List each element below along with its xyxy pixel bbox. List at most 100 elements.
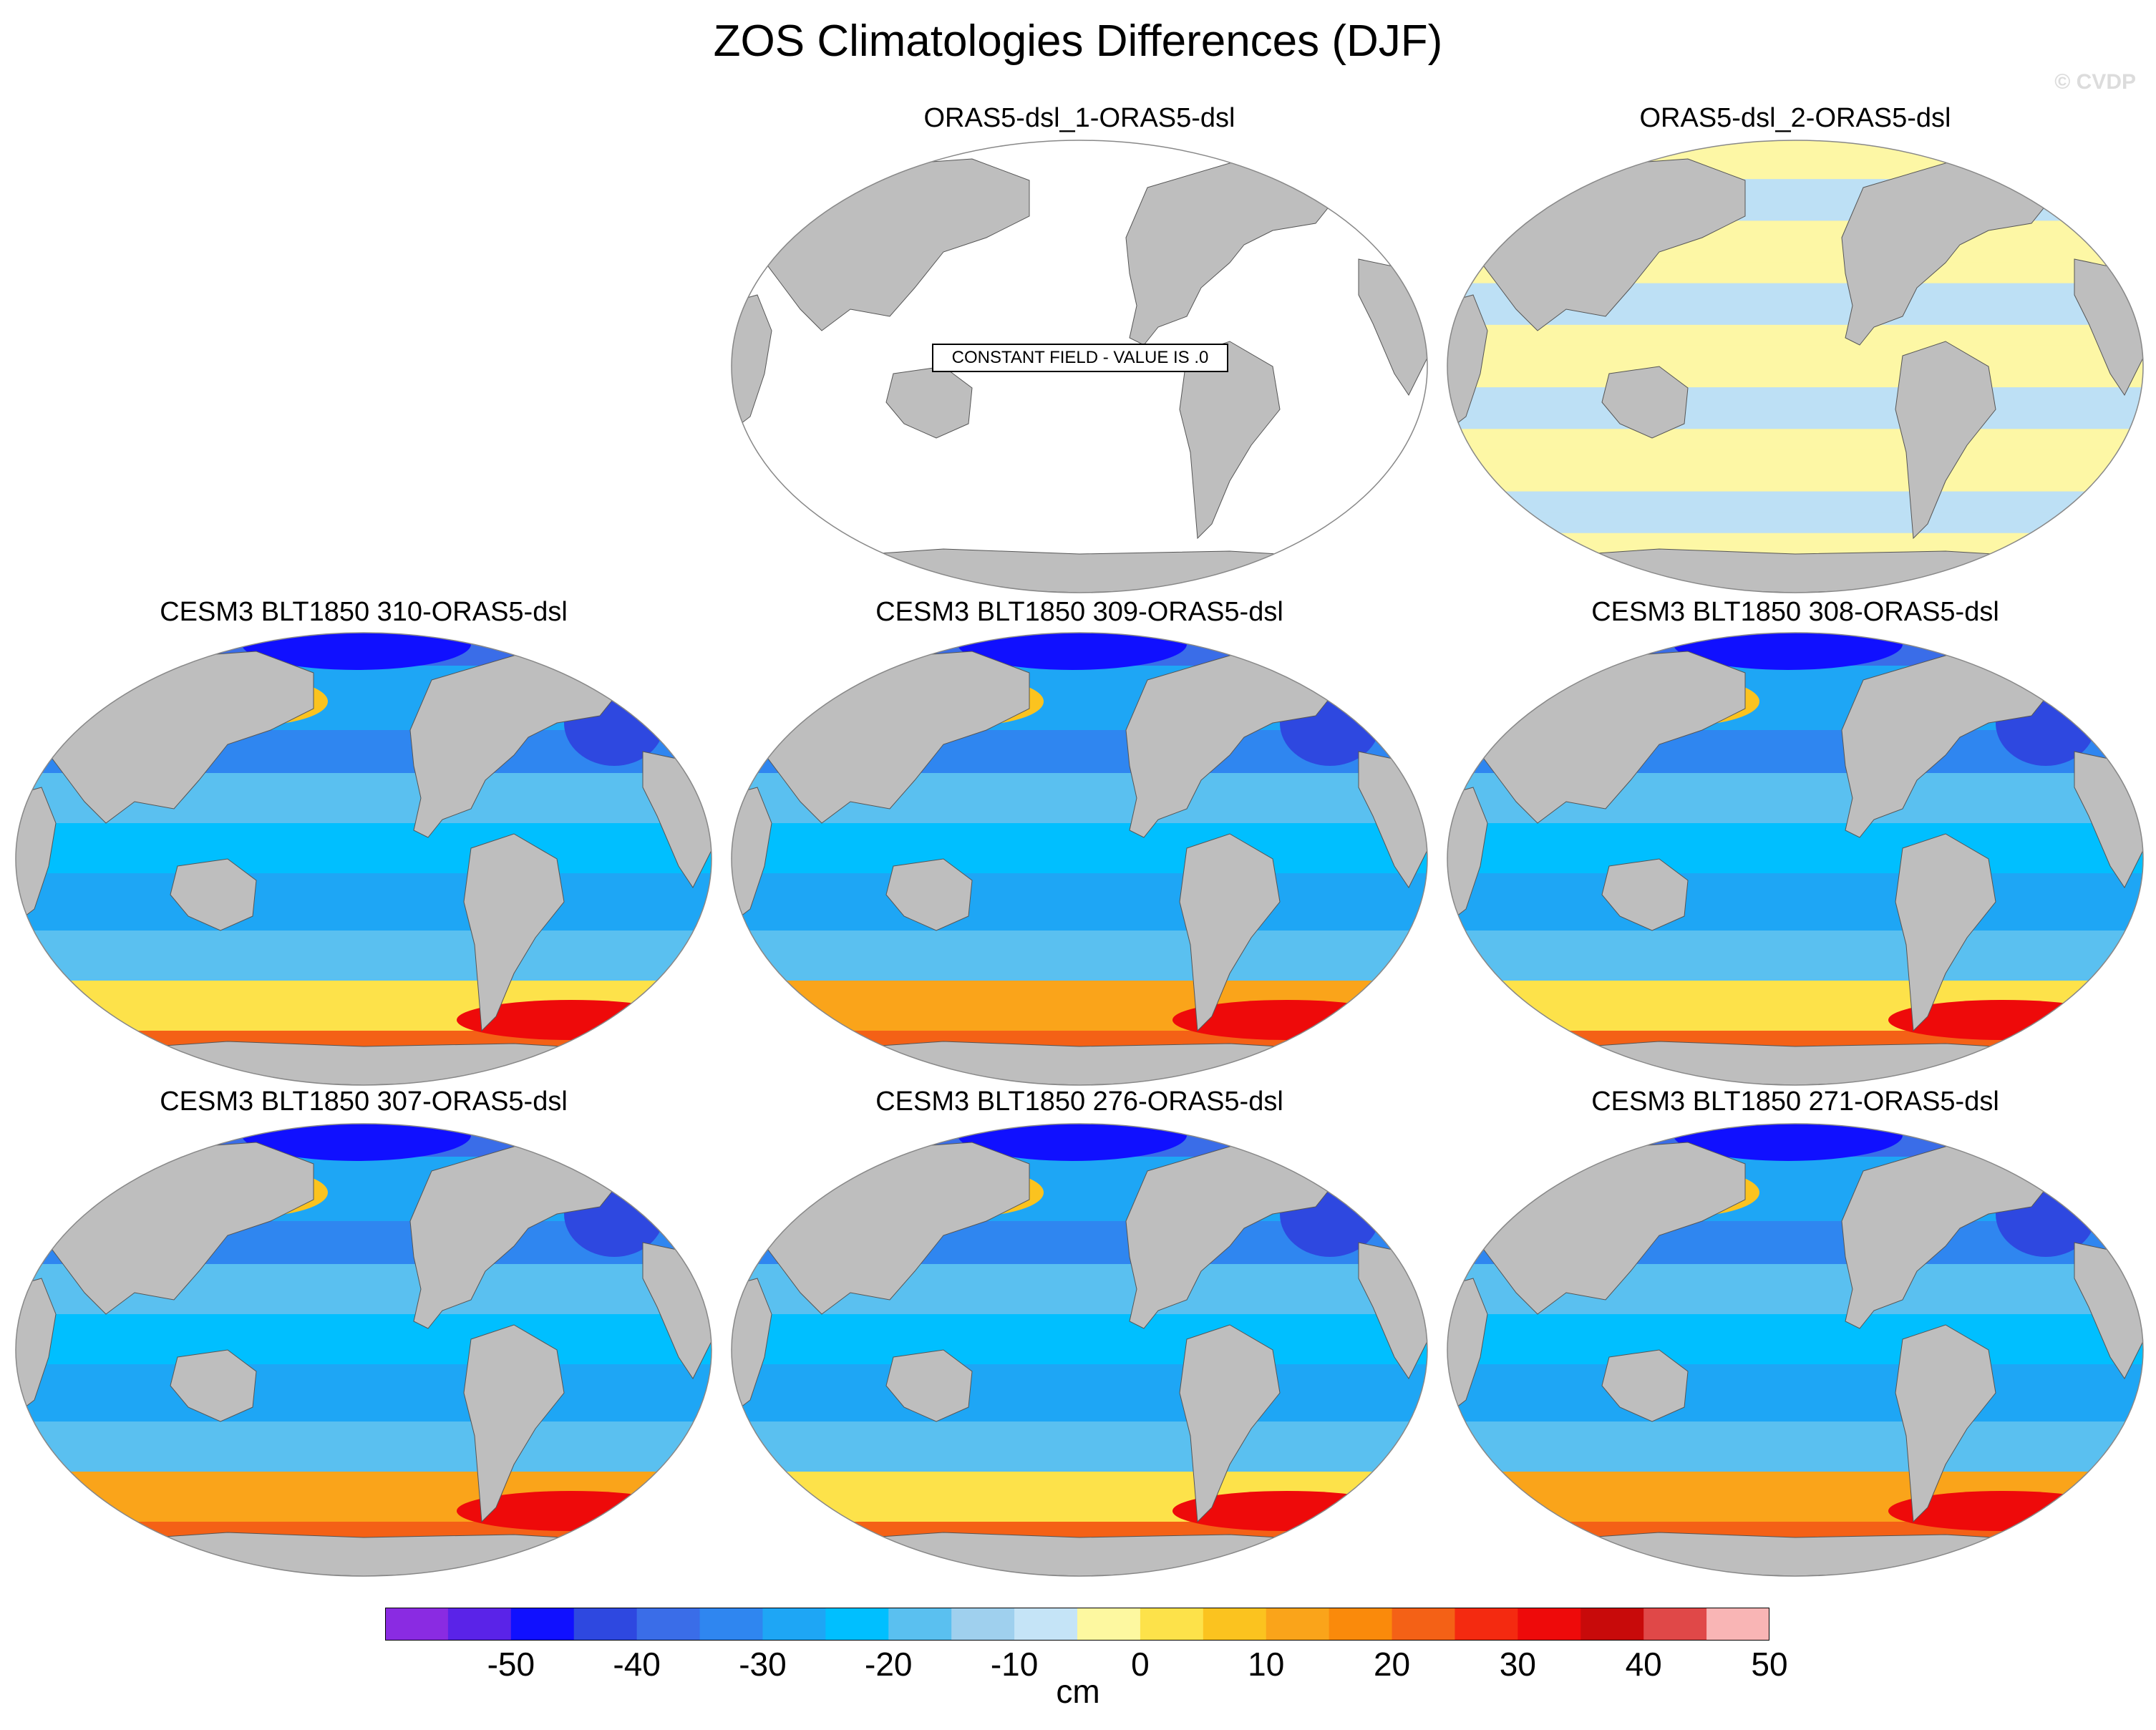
- greenland-land: [1279, 640, 1345, 681]
- map-boundary: [731, 1123, 1428, 1577]
- australia-land: [885, 1349, 973, 1422]
- colorbar-tick-label: -10: [990, 1646, 1039, 1683]
- ocean-p2-band-1: [1447, 158, 2143, 180]
- panel-title-p6: CESM3 BLT1850 307-ORAS5-dsl: [160, 1087, 568, 1117]
- colorbar-swatch-8: [888, 1608, 952, 1641]
- ocean-p2-band-10: [1447, 345, 2143, 367]
- ocean-p2-band-14: [1447, 429, 2143, 451]
- ocean-band-5: [16, 1364, 712, 1422]
- arctic-anomaly: [958, 1124, 1187, 1161]
- africa-land: [16, 787, 57, 925]
- ocean-band-5: [1447, 1364, 2143, 1422]
- greenland-land: [563, 1131, 629, 1172]
- ocean-band-5: [16, 873, 712, 930]
- colorbar-tick-label: 10: [1248, 1646, 1285, 1683]
- ocean-band-6: [16, 1422, 712, 1472]
- greenland-land: [1279, 1131, 1345, 1172]
- south-america-land: [463, 833, 565, 1032]
- arctic-anomaly: [958, 633, 1187, 670]
- colorbar-swatch-0: [385, 1608, 449, 1641]
- arctic-anomaly: [242, 1124, 471, 1161]
- antarctica-land: [785, 1532, 1374, 1576]
- map-panel-p4: [731, 632, 1428, 1086]
- ocean-band-6: [16, 930, 712, 981]
- ocean-p2-band-15: [1447, 449, 2143, 472]
- antarctica-land: [1501, 548, 2089, 593]
- panel-title-p3: CESM3 BLT1850 310-ORAS5-dsl: [160, 597, 568, 627]
- antarctica-land: [785, 548, 1374, 593]
- map-boundary: [1447, 140, 2144, 593]
- colorbar-swatch-19: [1580, 1608, 1644, 1641]
- antarctica-land: [1501, 1041, 2089, 1085]
- ocean-p2-band-16: [1447, 470, 2143, 492]
- greenland-land: [1279, 147, 1345, 188]
- colorbar-swatch-2: [510, 1608, 575, 1641]
- cvdp-watermark: © CVDP: [2054, 70, 2136, 94]
- colorbar-swatch-11: [1077, 1608, 1141, 1641]
- map-boundary: [731, 632, 1428, 1086]
- colorbar-swatch-12: [1140, 1608, 1204, 1641]
- colorbar-swatch-6: [762, 1608, 826, 1641]
- australia-land: [1601, 1349, 1689, 1422]
- ocean-p2-band-13: [1447, 408, 2143, 430]
- ocean-p2-band-11: [1447, 366, 2143, 389]
- ocean-band-6: [1447, 930, 2143, 981]
- colorbar-units: cm: [1056, 1673, 1100, 1710]
- australia-land: [1601, 366, 1689, 439]
- constant-field-label: CONSTANT FIELD - VALUE IS .0: [932, 344, 1228, 372]
- colorbar-swatch-3: [573, 1608, 638, 1641]
- greenland-land: [1995, 147, 2061, 188]
- map-boundary: [731, 140, 1428, 593]
- colorbar-swatch-4: [636, 1608, 701, 1641]
- colorbar-swatch-14: [1266, 1608, 1330, 1641]
- panel-title-p1: ORAS5-dsl_1-ORAS5-dsl: [923, 103, 1235, 133]
- ocean-band-4: [16, 823, 712, 873]
- map-panel-p3: [15, 632, 712, 1086]
- colorbar-tick-label: -50: [487, 1646, 535, 1683]
- ocean-p2-band-12: [1447, 387, 2143, 409]
- ocean-p2-band-2: [1447, 179, 2143, 201]
- map-panel-p7: [731, 1123, 1428, 1577]
- australia-land: [170, 858, 257, 931]
- ocean-p2-band-18: [1447, 512, 2143, 534]
- map-panel-p8: [1447, 1123, 2144, 1577]
- south-america-land: [1895, 341, 1996, 540]
- greenland-land: [563, 640, 629, 681]
- ocean-band-4: [732, 823, 1427, 873]
- colorbar-tick-label: -20: [865, 1646, 913, 1683]
- greenland-land: [1995, 640, 2061, 681]
- africa-land: [1447, 787, 1488, 925]
- ocean-band-4: [1447, 823, 2143, 873]
- ocean-band-6: [732, 930, 1427, 981]
- arctic-anomaly: [242, 633, 471, 670]
- colorbar-swatch-17: [1455, 1608, 1518, 1641]
- colorbar-swatch-1: [447, 1608, 512, 1641]
- south-america-land: [1179, 1324, 1281, 1523]
- colorbar-swatch-16: [1392, 1608, 1455, 1641]
- panel-title-p8: CESM3 BLT1850 271-ORAS5-dsl: [1591, 1087, 1999, 1117]
- ocean-band-5: [732, 1364, 1427, 1422]
- colorbar-swatch-7: [825, 1608, 889, 1641]
- arctic-anomaly: [1674, 633, 1903, 670]
- map-panel-p1: [731, 140, 1428, 593]
- map-panel-p5: [1447, 632, 2144, 1086]
- ocean-band-5: [732, 873, 1427, 930]
- colorbar-tick-label: -40: [613, 1646, 661, 1683]
- map-panel-p6: [15, 1123, 712, 1577]
- ocean-band-4: [732, 1314, 1427, 1364]
- map-boundary: [15, 632, 712, 1086]
- antarctica-land: [69, 1041, 658, 1085]
- ocean-band-4: [1447, 1314, 2143, 1364]
- south-america-land: [1895, 833, 1996, 1032]
- antarctica-land: [1501, 1532, 2089, 1576]
- map-boundary: [15, 1123, 712, 1577]
- south-america-land: [463, 1324, 565, 1523]
- africa-land: [732, 787, 772, 925]
- antarctica-land: [785, 1041, 1374, 1085]
- arctic-anomaly: [1674, 1124, 1903, 1161]
- colorbar-swatch-13: [1203, 1608, 1267, 1641]
- australia-land: [885, 858, 973, 931]
- south-america-land: [1895, 1324, 1996, 1523]
- panel-title-p2: ORAS5-dsl_2-ORAS5-dsl: [1639, 103, 1951, 133]
- ocean-band-4: [16, 1314, 712, 1364]
